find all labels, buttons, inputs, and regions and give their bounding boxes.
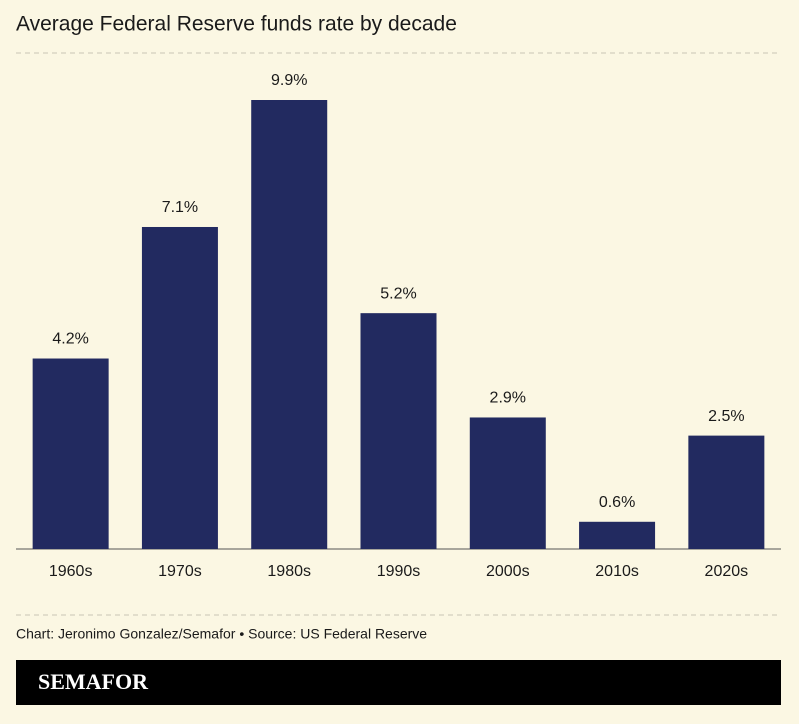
value-label: 4.2% (52, 331, 88, 348)
x-tick-label: 1980s (267, 563, 311, 580)
x-tick-label: 1990s (377, 563, 421, 580)
bar (32, 358, 109, 549)
value-label: 2.5% (708, 408, 744, 425)
x-tick-label: 1970s (158, 563, 202, 580)
credit: Chart: Jeronimo Gonzalez/Semafor • Sourc… (16, 626, 427, 642)
chart-title: Average Federal Reserve funds rate by de… (16, 13, 457, 36)
x-tick-label: 2020s (705, 563, 749, 580)
value-label: 9.9% (271, 72, 307, 89)
bar (469, 417, 546, 549)
x-tick-label: 2010s (595, 563, 639, 580)
value-label: 0.6% (599, 494, 635, 511)
x-tick-label: 1960s (49, 563, 93, 580)
brand-logo: SEMAFOR (38, 669, 149, 694)
value-label: 5.2% (380, 285, 416, 302)
value-label: 2.9% (490, 390, 526, 407)
value-label: 7.1% (162, 199, 198, 216)
x-tick-label: 2000s (486, 563, 530, 580)
bar (579, 521, 656, 549)
bar (360, 313, 437, 549)
footer-bar (16, 660, 781, 705)
bar (251, 100, 328, 549)
bar (688, 435, 765, 549)
bar (141, 226, 218, 549)
